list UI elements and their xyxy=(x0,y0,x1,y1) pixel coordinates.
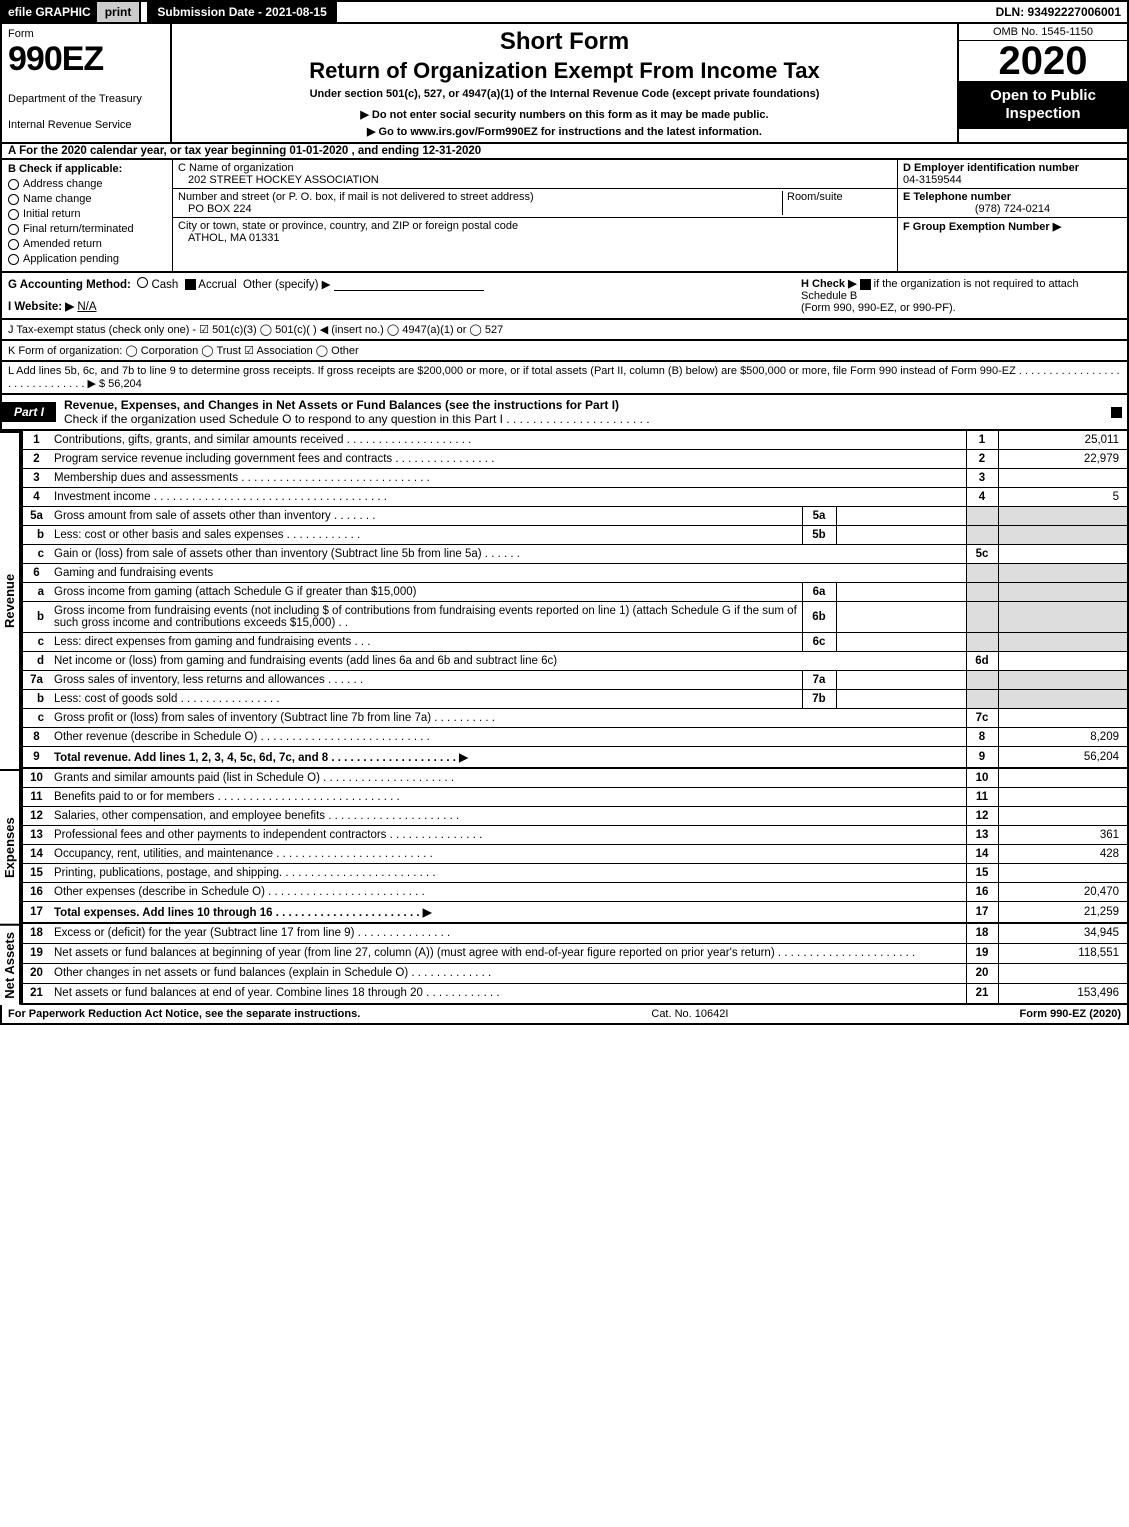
row-k: K Form of organization: ◯ Corporation ◯ … xyxy=(0,341,1129,362)
expenses-table: 10Grants and similar amounts paid (list … xyxy=(21,769,1129,924)
main-title: Return of Organization Exempt From Incom… xyxy=(180,58,949,84)
short-form-title: Short Form xyxy=(180,28,949,56)
form-number: 990EZ xyxy=(8,40,164,79)
ssn-note: ▶ Do not enter social security numbers o… xyxy=(180,108,949,121)
check-name-change[interactable]: Name change xyxy=(8,193,166,205)
city-label: City or town, state or province, country… xyxy=(178,220,892,232)
part1-sub: Check if the organization used Schedule … xyxy=(64,412,650,426)
subtitle: Under section 501(c), 527, or 4947(a)(1)… xyxy=(180,88,949,100)
ein-value: 04-3159544 xyxy=(903,174,1122,186)
revenue-side-label: Revenue xyxy=(0,431,21,769)
ein-label: D Employer identification number xyxy=(903,162,1122,174)
info-grid: B Check if applicable: Address change Na… xyxy=(0,160,1129,273)
col-b: B Check if applicable: Address change Na… xyxy=(2,160,172,271)
check-final[interactable]: Final return/terminated xyxy=(8,223,166,235)
open-inspection: Open to Public Inspection xyxy=(959,81,1127,129)
group-exemption-label: F Group Exemption Number ▶ xyxy=(903,220,1122,233)
addr-label: Number and street (or P. O. box, if mail… xyxy=(178,191,782,203)
row-ghi: G Accounting Method: Cash Accrual Other … xyxy=(0,273,1129,320)
expenses-side-label: Expenses xyxy=(0,769,21,924)
h-check[interactable] xyxy=(860,279,871,290)
cash-radio[interactable] xyxy=(137,277,148,288)
netassets-table: 18Excess or (deficit) for the year (Subt… xyxy=(21,924,1129,1005)
header-left: Form 990EZ Department of the Treasury In… xyxy=(2,24,172,142)
city-value: ATHOL, MA 01331 xyxy=(178,232,892,244)
dln-label: DLN: 93492227006001 xyxy=(990,2,1127,22)
accrual-check[interactable] xyxy=(185,279,196,290)
dept-treasury: Department of the Treasury xyxy=(8,93,164,105)
check-initial[interactable]: Initial return xyxy=(8,208,166,220)
submission-date: Submission Date - 2021-08-15 xyxy=(147,2,336,22)
revenue-table: 1Contributions, gifts, grants, and simil… xyxy=(21,431,1129,769)
tax-year-row: A For the 2020 calendar year, or tax yea… xyxy=(0,144,1129,160)
i-label: I Website: ▶ xyxy=(8,301,74,313)
part1-tag: Part I xyxy=(2,402,56,422)
header-mid: Short Form Return of Organization Exempt… xyxy=(172,24,957,142)
form-header: Form 990EZ Department of the Treasury In… xyxy=(0,24,1129,144)
row-l: L Add lines 5b, 6c, and 7b to line 9 to … xyxy=(0,362,1129,395)
part1-header: Part I Revenue, Expenses, and Changes in… xyxy=(0,395,1129,431)
org-name-value: 202 STREET HOCKEY ASSOCIATION xyxy=(178,174,892,186)
footer-right: Form 990-EZ (2020) xyxy=(1020,1008,1121,1020)
addr-value: PO BOX 224 xyxy=(178,203,782,215)
website-note: ▶ Go to www.irs.gov/Form990EZ for instru… xyxy=(180,125,949,138)
col-d: D Employer identification number 04-3159… xyxy=(897,160,1127,271)
form-word: Form xyxy=(8,28,164,40)
h-label: H Check ▶ xyxy=(801,278,857,290)
netassets-side-label: Net Assets xyxy=(0,924,21,1005)
row-j: J Tax-exempt status (check only one) - ☑… xyxy=(0,320,1129,341)
efile-label: efile GRAPHIC xyxy=(2,2,97,22)
part1-check[interactable] xyxy=(1111,407,1122,418)
h-text2: (Form 990, 990-EZ, or 990-PF). xyxy=(801,302,956,314)
col-c: C Name of organization 202 STREET HOCKEY… xyxy=(172,160,897,271)
header-right: OMB No. 1545-1150 2020 Open to Public In… xyxy=(957,24,1127,142)
col-b-header: B Check if applicable: xyxy=(8,163,166,175)
top-bar: efile GRAPHIC print Submission Date - 20… xyxy=(0,0,1129,24)
website-value: N/A xyxy=(77,301,96,313)
g-label: G Accounting Method: xyxy=(8,279,131,291)
page-footer: For Paperwork Reduction Act Notice, see … xyxy=(0,1005,1129,1025)
org-name-label: C Name of organization xyxy=(178,162,892,174)
footer-left: For Paperwork Reduction Act Notice, see … xyxy=(8,1008,360,1020)
print-button[interactable]: print xyxy=(97,2,142,22)
footer-mid: Cat. No. 10642I xyxy=(360,1008,1019,1020)
check-address-change[interactable]: Address change xyxy=(8,178,166,190)
room-label: Room/suite xyxy=(782,191,892,215)
tax-year: 2020 xyxy=(959,41,1127,81)
tel-label: E Telephone number xyxy=(903,191,1122,203)
part1-title: Revenue, Expenses, and Changes in Net As… xyxy=(64,398,619,412)
check-amended[interactable]: Amended return xyxy=(8,238,166,250)
tel-value: (978) 724-0214 xyxy=(903,203,1122,215)
dept-irs: Internal Revenue Service xyxy=(8,119,164,131)
check-pending[interactable]: Application pending xyxy=(8,253,166,265)
other-specify-input[interactable] xyxy=(334,279,484,291)
